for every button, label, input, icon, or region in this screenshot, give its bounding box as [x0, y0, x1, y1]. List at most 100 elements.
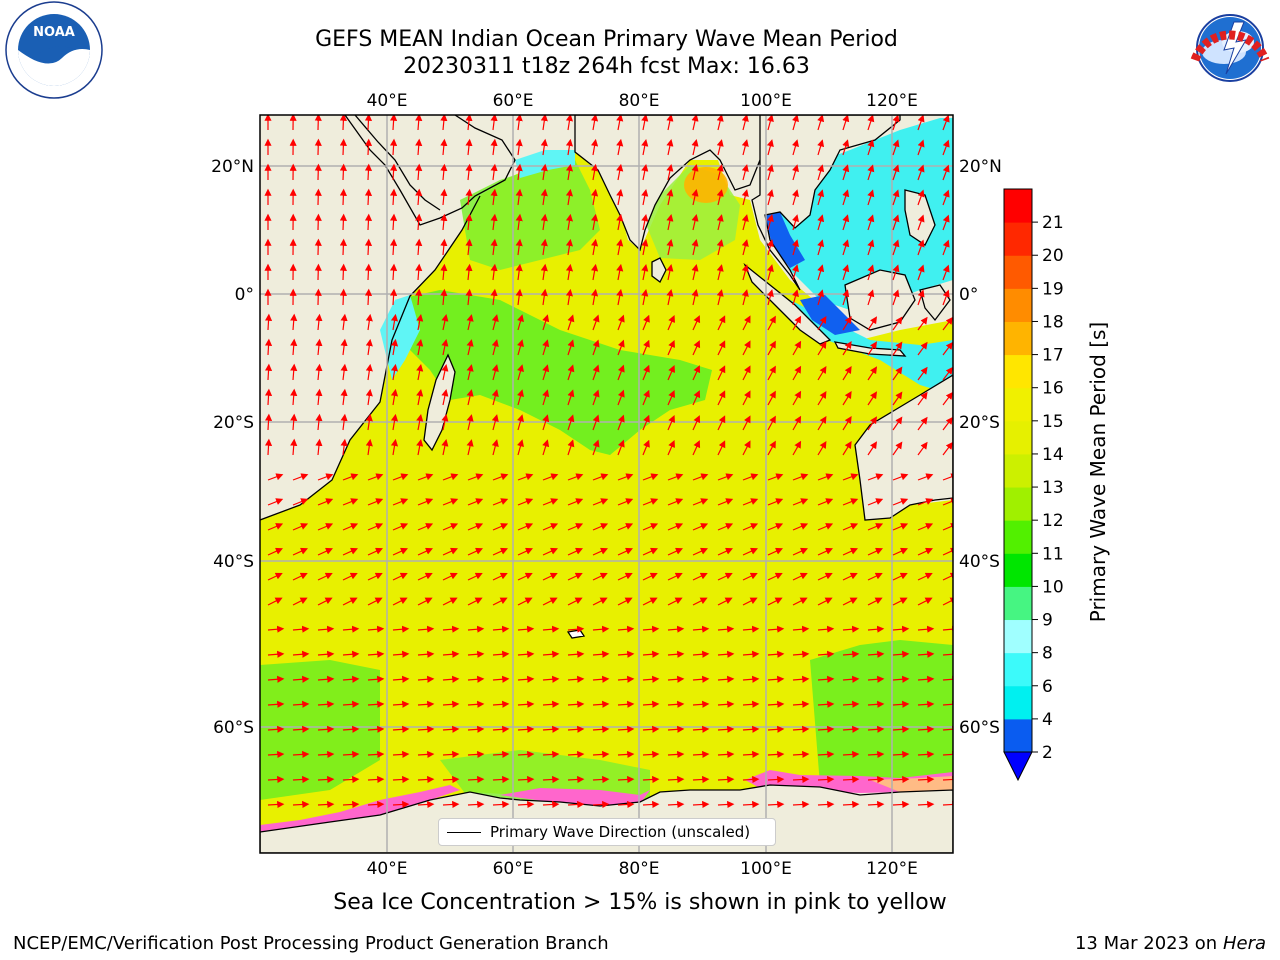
wave-direction-arrow	[466, 339, 474, 356]
wave-direction-arrow	[741, 289, 749, 306]
wave-direction-arrow	[542, 675, 560, 683]
wave-direction-arrow	[540, 115, 548, 131]
wave-direction-arrow	[641, 263, 649, 281]
wave-direction-arrow	[741, 264, 749, 281]
wave-direction-arrow	[389, 288, 398, 306]
wave-direction-arrow	[491, 414, 499, 431]
wave-direction-arrow	[492, 523, 509, 531]
wave-direction-arrow	[292, 800, 310, 809]
wave-direction-arrow	[691, 163, 699, 181]
wave-direction-arrow	[766, 214, 774, 231]
wave-direction-arrow	[792, 700, 810, 708]
colorbar-segment	[1004, 288, 1032, 322]
wave-direction-arrow	[465, 115, 473, 131]
colorbar: 2 4 6 8 9 10 11 12 13 14 15 16 17 18 19 20 21	[1003, 188, 1064, 782]
wave-direction-arrow	[467, 625, 485, 633]
wave-direction-arrow	[390, 338, 399, 356]
wave-direction-arrow	[491, 314, 499, 331]
arabia-coast	[344, 115, 516, 226]
wave-direction-arrow	[741, 164, 749, 181]
colorbar-segment	[1004, 718, 1032, 753]
wave-direction-arrow	[389, 115, 398, 131]
wave-direction-arrow	[616, 115, 624, 131]
wave-direction-arrow	[342, 572, 358, 581]
wave-direction-arrow	[415, 238, 423, 256]
wave-direction-arrow	[317, 498, 334, 506]
wave-direction-arrow	[517, 750, 535, 759]
wave-direction-arrow	[315, 413, 323, 431]
wave-direction-arrow	[741, 214, 749, 231]
wave-direction-arrow	[792, 597, 808, 606]
wave-direction-arrow	[642, 625, 660, 633]
wave-direction-arrow	[467, 750, 485, 759]
wave-direction-arrow	[466, 439, 474, 456]
wave-direction-arrow	[717, 390, 726, 406]
wave-direction-arrow	[292, 597, 308, 606]
lat-ticks-left: 20°N 0° 20°S 40°S 60°S	[211, 157, 254, 738]
wave-direction-arrow	[540, 163, 548, 181]
colorbar-segment	[1004, 586, 1032, 621]
wave-direction-arrow	[942, 473, 953, 481]
wave-direction-arrow	[367, 547, 383, 556]
wave-direction-arrow	[417, 750, 435, 759]
wave-direction-arrow	[742, 750, 760, 759]
wave-direction-arrow	[667, 315, 675, 331]
wave-direction-arrow	[442, 675, 460, 683]
wave-direction-arrow	[867, 289, 875, 306]
wave-direction-arrow	[517, 498, 534, 506]
wave-direction-arrow	[290, 388, 298, 406]
wave-direction-arrow	[817, 315, 827, 331]
wave-direction-arrow	[490, 263, 498, 281]
wave-direction-arrow	[942, 700, 953, 708]
wave-direction-arrow	[817, 440, 827, 456]
wave-direction-arrow	[617, 547, 633, 556]
wave-direction-arrow	[892, 650, 910, 658]
wave-direction-arrow	[390, 388, 399, 406]
wave-direction-arrow	[342, 675, 360, 683]
wave-direction-arrow	[767, 390, 776, 406]
wave-direction-arrow	[517, 314, 524, 331]
wave-direction-arrow	[667, 725, 685, 733]
wave-direction-arrow	[792, 164, 799, 181]
wave-direction-arrow	[515, 263, 523, 281]
graticule	[260, 115, 953, 853]
wave-direction-arrow	[267, 725, 285, 733]
colorbar-segment	[1004, 222, 1032, 256]
colorbar-tick-label: 11	[1042, 544, 1064, 564]
wave-direction-arrow	[892, 264, 900, 281]
wave-direction-arrow	[567, 473, 584, 481]
wave-direction-arrow	[267, 473, 284, 481]
wave-direction-arrow	[415, 288, 423, 306]
wave-direction-arrow	[842, 775, 860, 784]
wave-direction-arrow	[766, 189, 774, 206]
wave-direction-arrow	[717, 650, 735, 658]
wave-direction-arrow	[340, 313, 348, 331]
wave-direction-arrow	[691, 238, 699, 256]
wave-direction-arrow	[264, 313, 273, 331]
wave-direction-arrow	[717, 440, 726, 456]
wave-direction-arrow	[867, 391, 878, 406]
wave-direction-arrow	[441, 438, 449, 456]
wave-direction-arrow	[792, 625, 810, 633]
wave-direction-arrow	[466, 364, 474, 381]
wave-direction-arrow	[842, 498, 859, 506]
southern-green-belt	[810, 640, 953, 792]
wave-direction-arrow	[467, 725, 485, 733]
wave-direction-arrow	[842, 650, 860, 658]
wave-direction-arrow	[565, 213, 573, 231]
wave-direction-arrow	[339, 263, 347, 281]
wave-direction-arrow	[817, 650, 835, 658]
wave-direction-arrow	[892, 189, 900, 206]
wave-direction-arrow	[364, 115, 373, 131]
colorbar-extend-triangle	[1003, 751, 1033, 782]
wave-direction-arrow	[542, 572, 558, 581]
wave-direction-arrow	[792, 390, 802, 406]
wave-direction-arrow	[367, 725, 385, 733]
lon-tick-label: 100°E	[740, 91, 792, 111]
map-frame	[259, 114, 954, 854]
wave-direction-arrow	[917, 547, 933, 556]
wave-direction-arrow	[642, 725, 660, 733]
wave-direction-arrow	[942, 725, 953, 733]
wave-direction-arrow	[517, 364, 524, 381]
wave-direction-arrow	[892, 473, 909, 481]
